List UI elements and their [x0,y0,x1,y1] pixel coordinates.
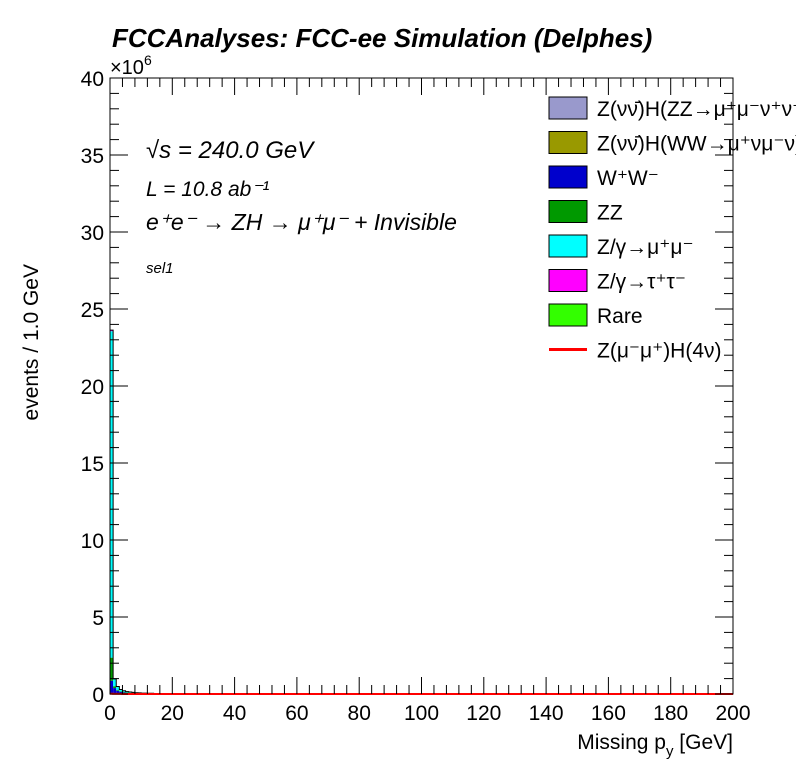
chart-title: FCCAnalyses: FCC-ee Simulation (Delphes) [112,23,652,53]
bar [110,331,114,658]
bar [110,657,114,681]
bar [113,679,117,687]
y-tick-label: 15 [81,453,104,476]
annotation-lumi: L = 10.8 ab⁻¹ [146,178,269,201]
bar [116,686,120,691]
bar [119,689,123,692]
bar [119,691,123,694]
y-tick-label: 40 [81,68,104,91]
bar [110,680,114,694]
legend-label: Z(νν̄)H(ZZ→μ⁺μ⁻ν⁺ν⁻) [597,98,796,121]
y-axis-title: events / 1.0 GeV [20,264,43,420]
x-tick-label: 60 [285,702,308,725]
y-exponent-label: ×106 [110,52,152,79]
bar [113,686,117,689]
annotation-sqrt-s: √s = 240.0 GeV [146,137,315,164]
legend-swatch [548,269,588,292]
y-tick-label: 10 [81,530,104,553]
bar [116,690,120,691]
legend-swatch [548,303,588,327]
x-tick-label: 120 [466,702,501,725]
x-tick-label: 0 [104,702,116,725]
legend-entry: ZZ [548,200,623,225]
x-tick-label: 180 [653,702,688,725]
legend-label: Z/γ→μ⁺μ⁻ [597,236,694,259]
x-tick-label: 80 [348,702,371,725]
legend-entry: Z/γ→μ⁺μ⁻ [548,234,694,259]
legend-label: Z(νν̄)H(WW→μ⁺νμ⁻ν) [597,133,796,156]
legend-label: ZZ [597,202,623,225]
y-tick-label: 0 [92,684,104,707]
x-tick-label: 20 [161,702,184,725]
x-tick-label: 160 [591,702,626,725]
bar [113,688,117,694]
legend-entry: Z(μ⁻μ⁺)H(4ν) [549,340,722,363]
legend-label: Z(μ⁻μ⁺)H(4ν) [597,340,722,363]
bar [110,330,114,332]
y-axis: 0 5 10 15 20 25 30 35 40 [81,68,733,707]
x-tick-label: 100 [404,702,439,725]
y-tick-label: 5 [92,607,104,630]
x-tick-label: 40 [223,702,246,725]
legend-swatch [548,200,588,223]
legend-label: Rare [597,305,643,328]
legend-label: W⁺W⁻ [597,167,659,190]
plot-frame [109,77,734,695]
legend-swatch [548,165,588,189]
x-tick-label: 140 [529,702,564,725]
bar [116,690,120,694]
x-tick-label: 200 [715,702,750,725]
y-tick-label: 35 [81,145,104,168]
legend-entry: Z/γ→τ⁺τ⁻ [548,269,686,294]
legend-label: Z/γ→τ⁺τ⁻ [597,271,686,294]
y-tick-label: 30 [81,222,104,245]
y-tick-label: 25 [81,299,104,322]
y-tick-label: 20 [81,376,104,399]
bar [125,691,129,693]
legend-entry: Rare [548,303,643,328]
legend: Z(νν̄)H(ZZ→μ⁺μ⁻ν⁺ν⁻) Z(νν̄)H(WW→μ⁺νμ⁻ν) W⁺… [548,96,796,363]
legend-swatch [548,234,588,258]
bar [122,690,126,693]
x-axis: 0 20 40 60 80 100 120 140 160 180 200 [104,78,751,725]
annotation-process: e⁺e⁻ → ZH → μ⁺μ⁻ + Invisible [146,209,457,235]
legend-entry: Z(νν̄)H(ZZ→μ⁺μ⁻ν⁺ν⁻) [548,96,796,121]
legend-entry: W⁺W⁻ [548,165,659,190]
legend-entry: Z(νν̄)H(WW→μ⁺νμ⁻ν) [548,131,796,156]
legend-swatch [548,96,588,120]
legend-swatch [548,131,588,154]
x-axis-title: Missing py [GeV] [577,731,733,760]
annotation-selection: sel1 [146,260,174,277]
